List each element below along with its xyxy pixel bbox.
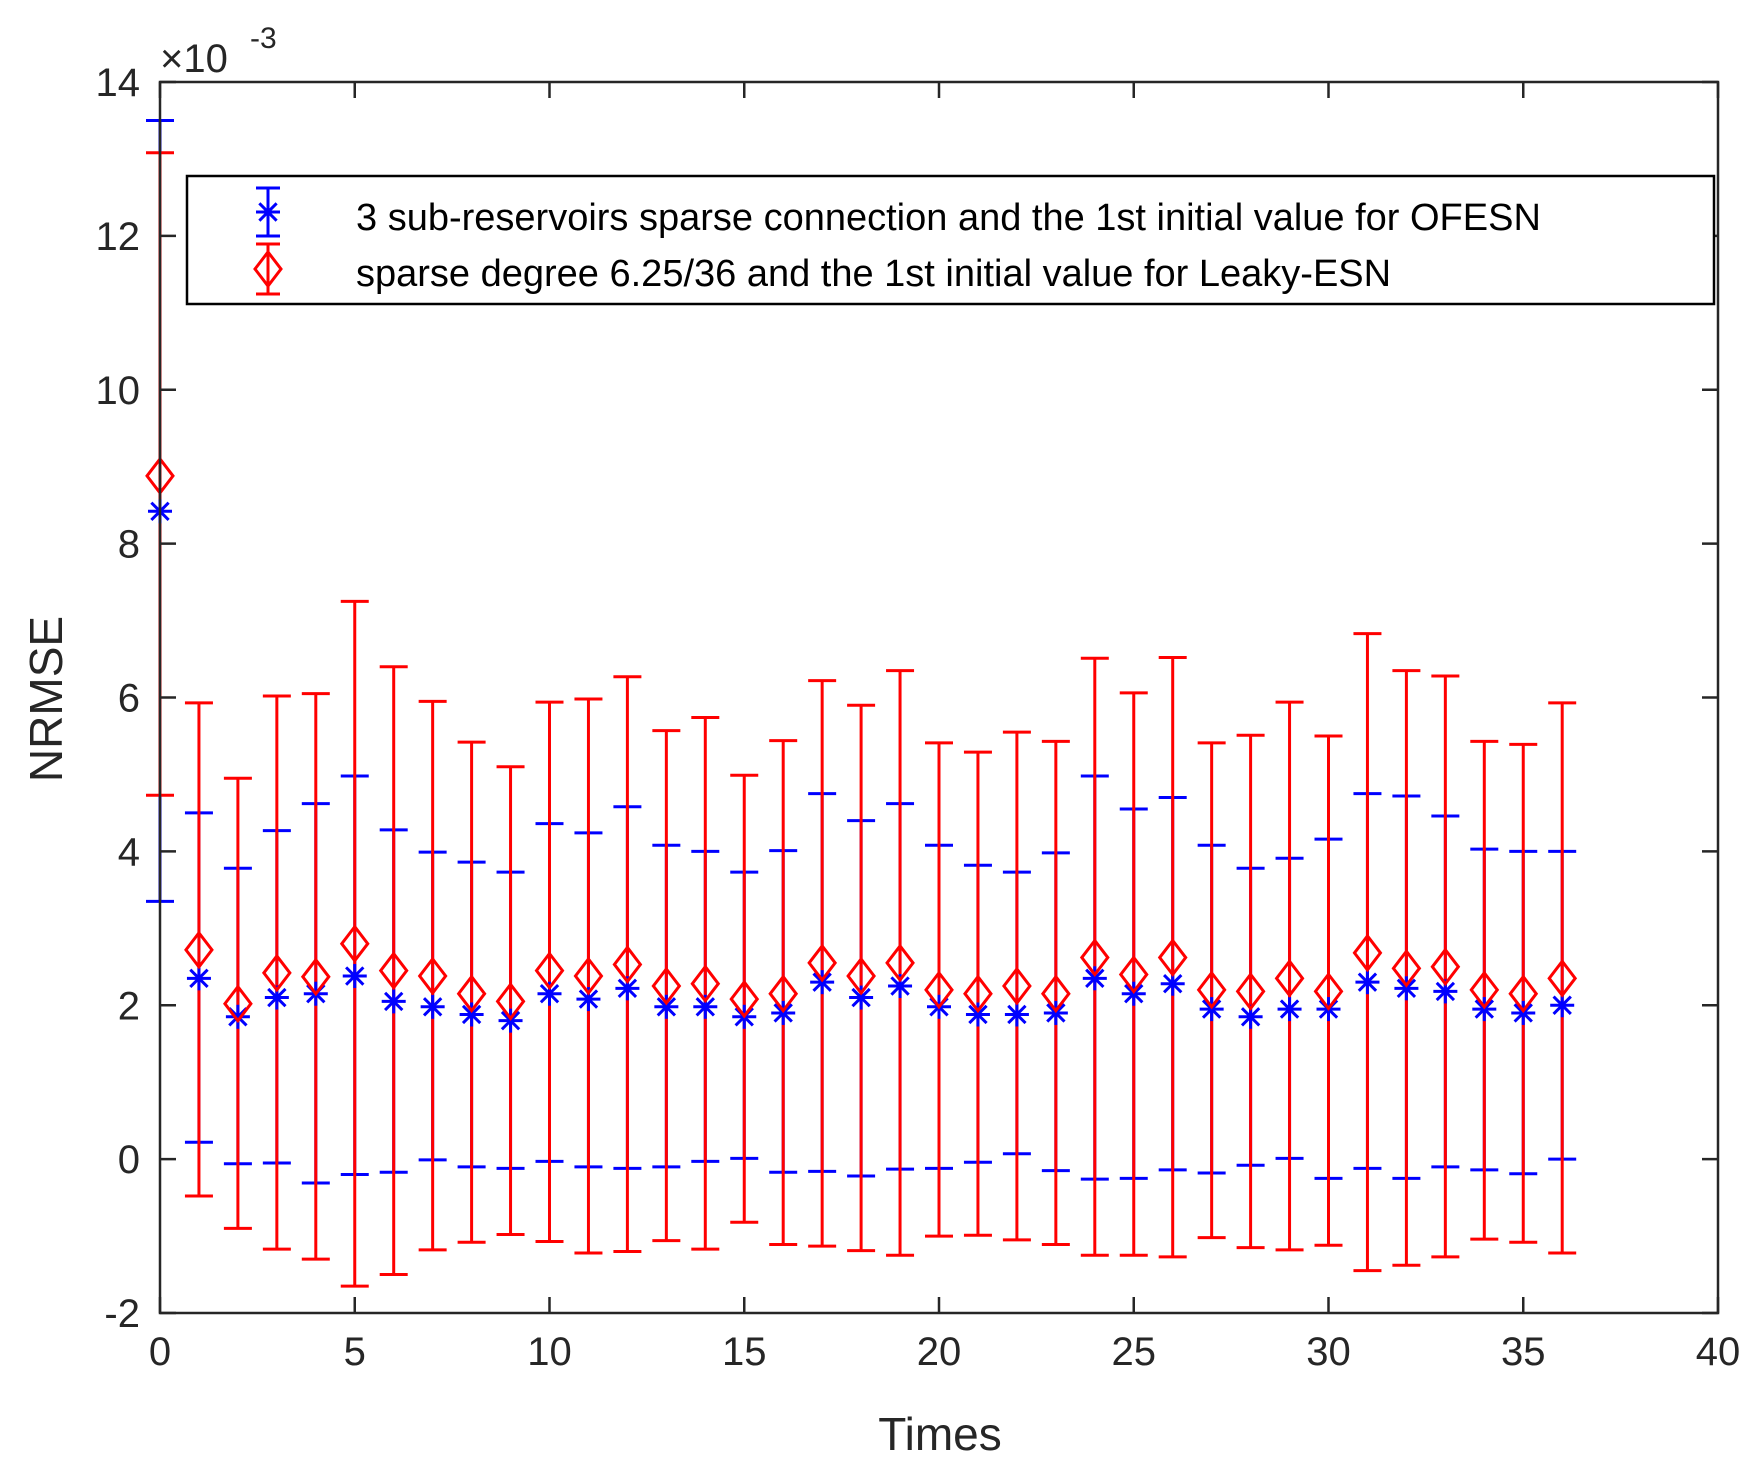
y-axis-exponent: ×10 -3 — [160, 22, 277, 81]
data-point-ofesn — [1277, 997, 1302, 1022]
data-point-leaky-esn — [846, 956, 876, 996]
y-tick-label: 12 — [96, 215, 141, 259]
x-tick-label: 0 — [149, 1330, 171, 1374]
data-point-ofesn — [1004, 1002, 1029, 1027]
y-tick-label: 4 — [118, 830, 140, 874]
x-axis-ticks: 0 5 10 15 20 25 30 35 40 — [149, 82, 1740, 1374]
data-point-leaky-esn — [261, 953, 292, 993]
data-point-leaky-esn — [339, 924, 370, 964]
data-point-ofesn — [888, 974, 913, 999]
data-point-leaky-esn — [1508, 974, 1539, 1014]
data-point-leaky-esn — [223, 984, 253, 1024]
data-point-leaky-esn — [690, 964, 721, 1004]
data-point-ofesn — [381, 989, 406, 1014]
data-point-ofesn — [1394, 976, 1419, 1001]
markers-layer — [145, 456, 1578, 1033]
x-tick-label: 40 — [1696, 1330, 1741, 1374]
data-point-leaky-esn — [1157, 938, 1188, 978]
data-point-leaky-esn — [1118, 955, 1149, 994]
data-point-ofesn — [342, 964, 367, 989]
data-point-ofesn — [654, 994, 679, 1019]
data-point-leaky-esn — [1313, 971, 1344, 1011]
legend-label-leaky-esn: sparse degree 6.25/36 and the 1st initia… — [356, 253, 1391, 295]
data-point-ofesn — [965, 1002, 990, 1027]
data-point-ofesn — [186, 966, 211, 991]
data-point-leaky-esn — [573, 956, 604, 996]
data-point-leaky-esn — [1079, 938, 1110, 978]
data-point-leaky-esn — [1430, 947, 1461, 987]
x-tick-label: 20 — [917, 1330, 962, 1374]
x-tick-label: 25 — [1112, 1330, 1157, 1374]
data-point-leaky-esn — [963, 974, 993, 1014]
y-tick-label: 2 — [118, 984, 140, 1028]
y-axis-ticks: -2 0 2 4 6 8 10 12 14 — [96, 61, 1718, 1336]
x-tick-label: 30 — [1306, 1330, 1351, 1374]
legend-marker-leaky-esn — [253, 249, 283, 289]
y-tick-label: 6 — [118, 677, 140, 721]
data-point-leaky-esn — [1235, 971, 1266, 1011]
y-axis-exponent-power: -3 — [250, 22, 277, 55]
data-point-ofesn — [849, 985, 874, 1010]
data-point-leaky-esn — [1547, 958, 1578, 998]
data-point-ofesn — [1082, 966, 1107, 991]
data-point-leaky-esn — [924, 970, 954, 1010]
data-point-leaky-esn — [612, 945, 643, 984]
y-tick-label: 0 — [118, 1138, 140, 1182]
y-axis-exponent-base: ×10 — [160, 37, 228, 81]
y-tick-label: 14 — [96, 61, 141, 105]
data-point-leaky-esn — [807, 943, 838, 983]
data-point-leaky-esn — [300, 957, 331, 997]
data-point-ofesn — [420, 994, 445, 1019]
data-point-leaky-esn — [417, 956, 448, 996]
legend-box — [185, 174, 1716, 306]
data-point-leaky-esn — [534, 951, 565, 991]
data-point-ofesn — [459, 1002, 484, 1027]
data-point-leaky-esn — [1274, 958, 1305, 998]
x-axis-label: Times — [878, 1408, 1002, 1460]
legend-label-ofesn: 3 sub-reservoirs sparse connection and t… — [356, 197, 1541, 239]
data-point-ofesn — [693, 994, 718, 1019]
data-point-leaky-esn — [1469, 970, 1500, 1010]
y-tick-label: 10 — [96, 369, 141, 413]
data-point-leaky-esn — [1391, 948, 1422, 988]
y-tick-label: -2 — [104, 1292, 140, 1336]
y-axis-label: NRMSE — [20, 616, 72, 782]
data-point-leaky-esn — [1002, 966, 1032, 1006]
x-tick-label: 15 — [722, 1330, 767, 1374]
data-point-leaky-esn — [1196, 970, 1227, 1010]
x-tick-label: 5 — [344, 1330, 366, 1374]
data-point-leaky-esn — [729, 979, 760, 1019]
legend-marker-ofesn — [256, 200, 280, 224]
data-point-leaky-esn — [651, 966, 682, 1006]
data-point-leaky-esn — [184, 930, 214, 970]
data-point-leaky-esn — [768, 974, 799, 1014]
data-point-leaky-esn — [456, 974, 487, 1014]
data-point-leaky-esn — [1040, 974, 1071, 1014]
y-tick-label: 8 — [118, 523, 140, 567]
data-point-ofesn — [615, 976, 640, 1001]
legend-icon-ofesn — [256, 186, 280, 238]
data-point-leaky-esn — [1352, 933, 1383, 973]
legend-icon-leaky-esn — [253, 242, 283, 296]
legend: 3 sub-reservoirs sparse connection and t… — [185, 174, 1716, 306]
data-point-leaky-esn — [885, 943, 915, 983]
data-point-leaky-esn — [378, 951, 409, 991]
data-point-leaky-esn — [495, 981, 526, 1021]
x-tick-label: 10 — [527, 1330, 572, 1374]
data-point-ofesn — [1355, 970, 1380, 995]
x-tick-label: 35 — [1501, 1330, 1546, 1374]
data-point-ofesn — [537, 981, 562, 1006]
